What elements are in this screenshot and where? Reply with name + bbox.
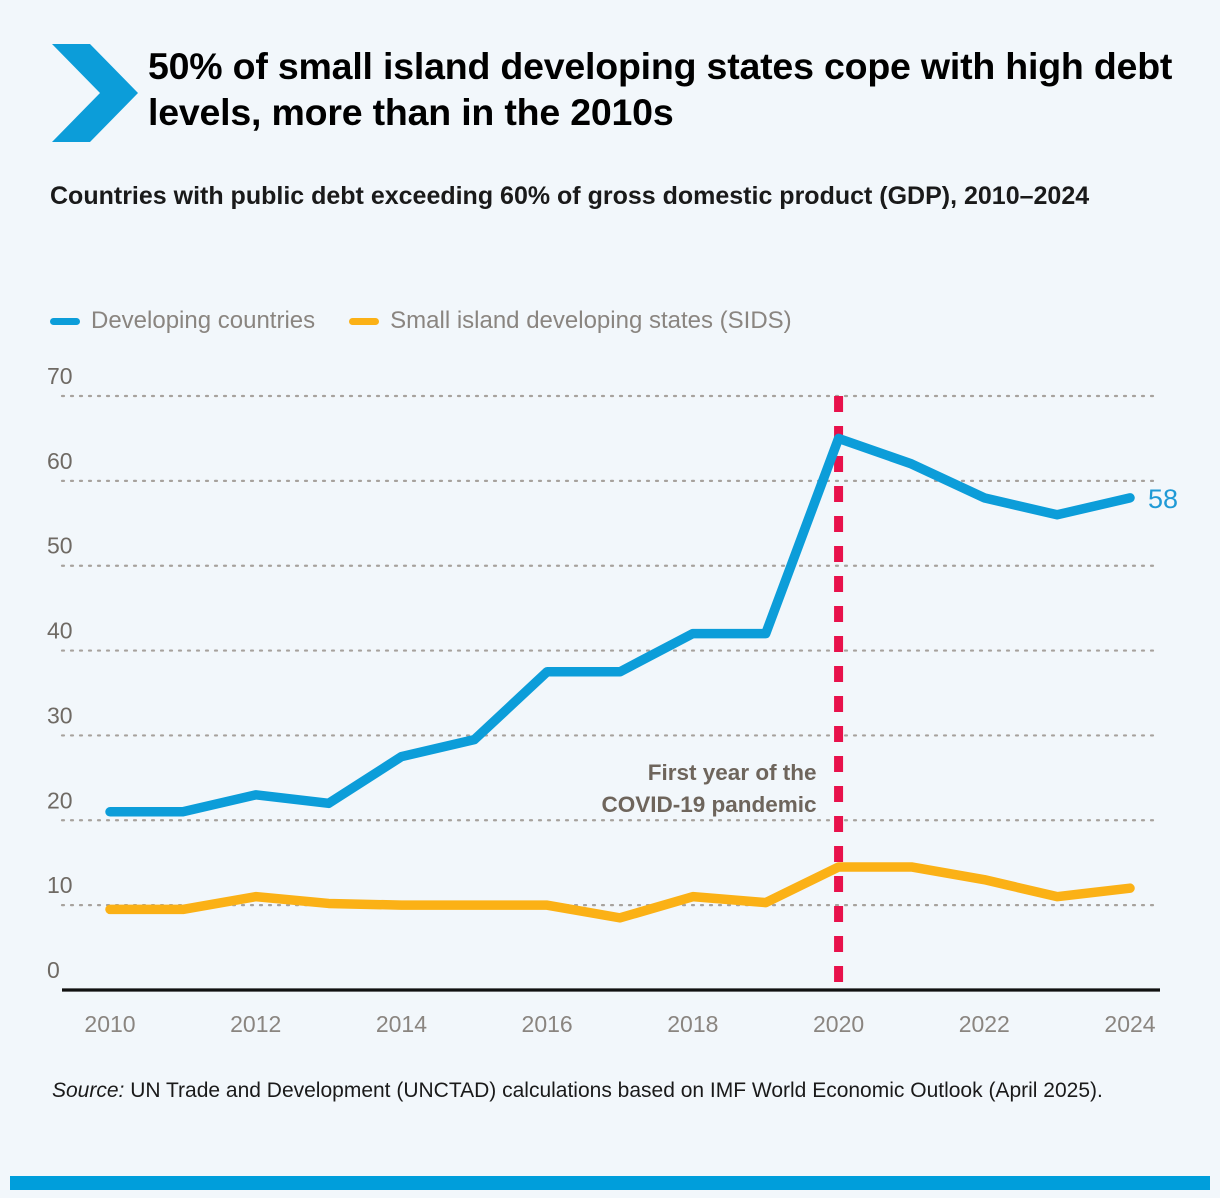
y-axis-tick-label: 60 (47, 448, 73, 474)
y-axis-ticks: 0 10 20 30 40 50 60 70 (47, 363, 73, 983)
x-axis-tick-label: 2020 (813, 1011, 864, 1037)
x-axis-tick-label: 2014 (376, 1011, 427, 1037)
source-text: UN Trade and Development (UNCTAD) calcul… (124, 1079, 1103, 1102)
chart-annotations: First year of the COVID-19 pandemic (602, 760, 817, 817)
legend-label: Developing countries (91, 307, 316, 334)
source-note: Source: UN Trade and Development (UNCTAD… (52, 1076, 1142, 1106)
series-line-sids (105, 862, 1135, 923)
chevron-right-icon (52, 44, 138, 142)
x-axis-tick-label: 2012 (230, 1011, 281, 1037)
chart-legend: Developing countries Small island develo… (50, 300, 792, 342)
series-end-label: 58 (1148, 484, 1178, 514)
x-axis-tick-label: 2018 (667, 1011, 718, 1037)
y-axis-tick-label: 20 (47, 787, 73, 813)
y-axis-tick-label: 40 (47, 618, 73, 644)
gridlines (60, 394, 1162, 907)
legend-item-sids[interactable]: Small island developing states (SIDS) (349, 307, 792, 335)
header: 50% of small island developing states co… (0, 0, 1220, 160)
data-series (105, 433, 1135, 923)
y-axis-tick-label: 70 (47, 363, 73, 389)
series-line-developing-countries (105, 433, 1135, 817)
legend-swatch-icon (50, 317, 80, 325)
x-axis-tick-label: 2010 (84, 1011, 135, 1037)
chart-subtitle: Countries with public debt exceeding 60%… (50, 182, 1090, 210)
covid-annotation-text: COVID-19 pandemic (602, 792, 817, 817)
x-axis-tick-label: 2016 (522, 1011, 573, 1037)
y-axis-tick-label: 0 (47, 957, 60, 983)
bottom-accent-bar (10, 1176, 1210, 1190)
legend-swatch-icon (349, 317, 380, 325)
y-axis-tick-label: 30 (47, 702, 73, 728)
source-label: Source: (52, 1079, 125, 1102)
y-axis-tick-label: 10 (47, 872, 73, 898)
legend-label: Small island developing states (SIDS) (390, 307, 792, 334)
x-axis-ticks: 2010 2012 2014 2016 2018 2020 2022 2024 (84, 1011, 1155, 1037)
x-axis-tick-label: 2024 (1104, 1011, 1155, 1037)
y-axis-tick-label: 50 (47, 533, 73, 559)
legend-item-developing-countries[interactable]: Developing countries (50, 307, 315, 335)
chart-plot-area: 0 10 20 30 40 50 60 70 58 2010 2012 2014 2016 2018 2… (47, 363, 1178, 1037)
x-axis-tick-label: 2022 (959, 1011, 1010, 1037)
covid-annotation-text: First year of the (648, 760, 817, 785)
series-end-labels: 58 (1148, 484, 1178, 514)
page-title: 50% of small island developing states co… (148, 45, 1173, 133)
